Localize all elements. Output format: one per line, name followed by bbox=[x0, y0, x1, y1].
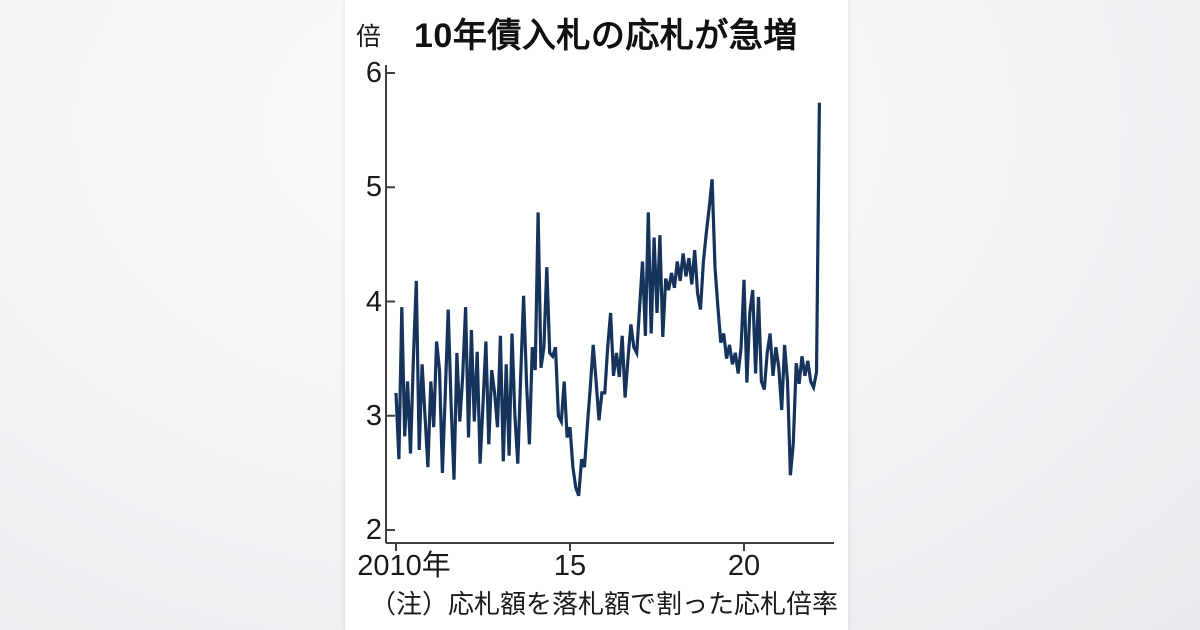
x-tick-label: 2010年 bbox=[357, 550, 451, 582]
chart-card bbox=[345, 0, 848, 630]
x-tick-label: 15 bbox=[553, 550, 587, 582]
y-tick-label: 4 bbox=[365, 285, 382, 318]
y-tick-label: 3 bbox=[365, 399, 382, 432]
x-tick-label: 20 bbox=[727, 550, 761, 582]
axis-lines bbox=[385, 65, 834, 551]
y-axis-unit-label: 倍 bbox=[356, 23, 382, 51]
chart-title: 10年債入札の応札が急増 bbox=[414, 17, 798, 55]
chart-note: （注）応札額を落札額で割った応札倍率 bbox=[370, 589, 839, 619]
y-tick-label: 2 bbox=[365, 514, 382, 546]
data-line bbox=[394, 102, 821, 497]
y-tick-label: 5 bbox=[365, 171, 382, 204]
y-tick-label: 6 bbox=[365, 57, 382, 89]
